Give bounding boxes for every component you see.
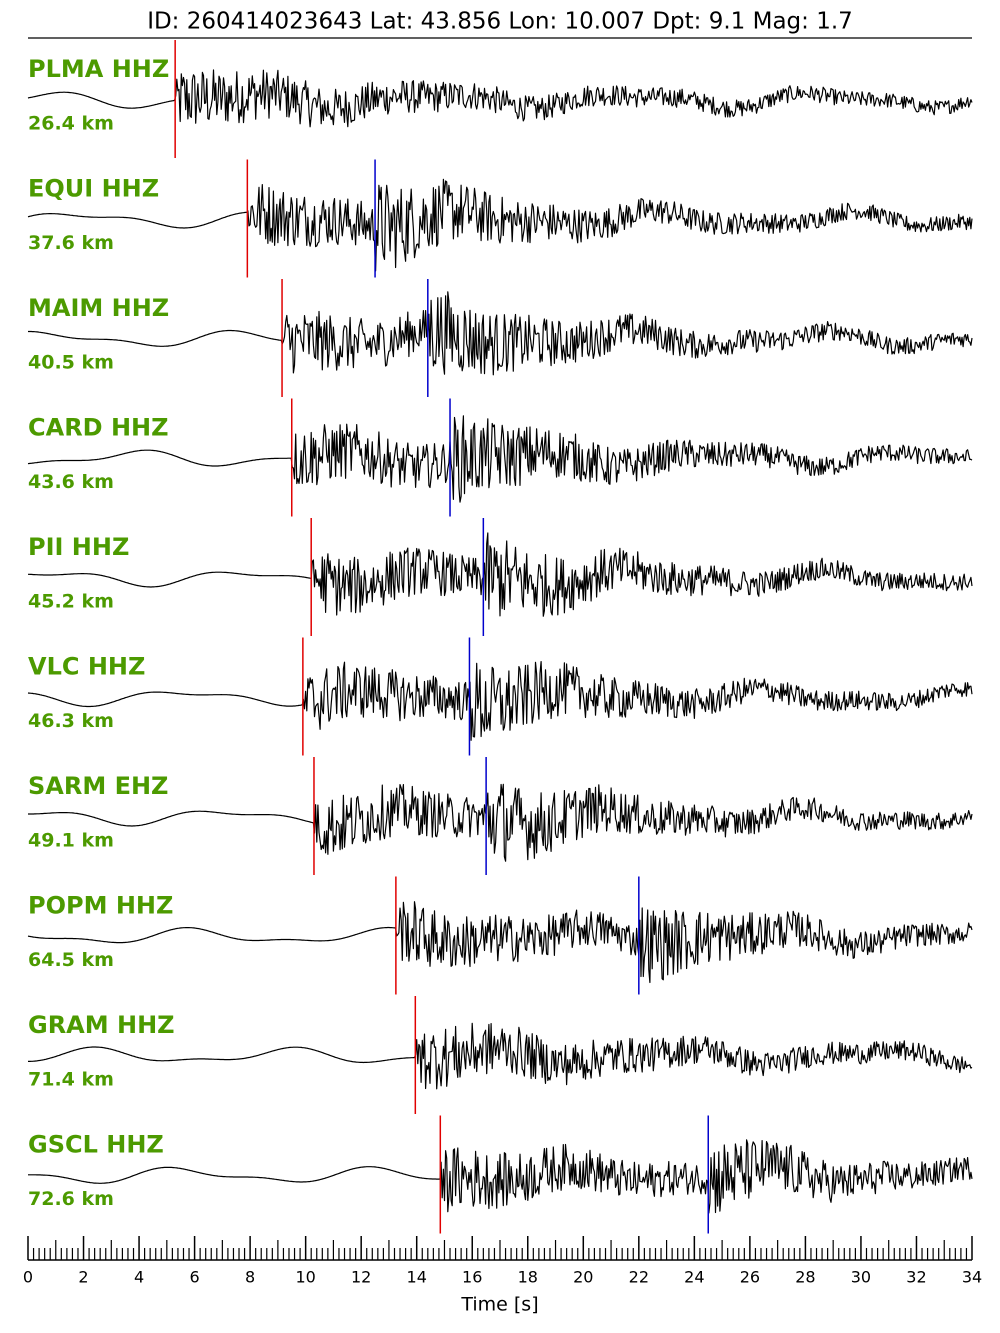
waveform <box>27 178 973 272</box>
distance-label: 37.6 km <box>28 232 114 254</box>
waveform <box>27 415 973 503</box>
station-label: POPM HHZ <box>28 892 173 920</box>
distance-label: 72.6 km <box>28 1188 114 1210</box>
distance-label: 40.5 km <box>28 352 114 374</box>
station-label: PII HHZ <box>28 533 129 561</box>
station-label: VLC HHZ <box>28 653 145 681</box>
distance-label: 71.4 km <box>28 1069 114 1091</box>
station-label: SARM EHZ <box>28 772 168 800</box>
waveform <box>28 1139 973 1214</box>
distance-label: 45.2 km <box>28 591 114 613</box>
x-tick-label: 34 <box>962 1268 982 1287</box>
x-tick-label: 0 <box>23 1268 33 1287</box>
x-tick-label: 24 <box>684 1268 704 1287</box>
x-tick-label: 8 <box>245 1268 255 1287</box>
waveform <box>28 532 973 617</box>
station-label: GSCL HHZ <box>28 1131 164 1159</box>
x-tick-label: 28 <box>795 1268 815 1287</box>
x-tick-label: 6 <box>189 1268 199 1287</box>
distance-label: 46.3 km <box>28 710 114 732</box>
x-tick-label: 18 <box>518 1268 538 1287</box>
x-tick-label: 16 <box>462 1268 482 1287</box>
waveform <box>27 901 973 984</box>
waveform <box>28 291 973 376</box>
waveform <box>28 1022 973 1090</box>
station-label: GRAM HHZ <box>28 1011 175 1039</box>
x-tick-label: 4 <box>134 1268 144 1287</box>
x-tick-label: 26 <box>740 1268 760 1287</box>
x-tick-label: 14 <box>407 1268 427 1287</box>
waveform <box>27 69 973 128</box>
distance-label: 64.5 km <box>28 949 114 971</box>
station-label: CARD HHZ <box>28 414 169 442</box>
station-label: PLMA HHZ <box>28 55 169 83</box>
waveform <box>28 783 973 862</box>
station-label: EQUI HHZ <box>28 175 159 203</box>
station-label: MAIM HHZ <box>28 294 169 322</box>
x-tick-label: 30 <box>851 1268 871 1287</box>
distance-label: 49.1 km <box>28 830 114 852</box>
x-axis-label: Time [s] <box>460 1294 538 1316</box>
distance-label: 43.6 km <box>28 471 114 493</box>
x-tick-label: 10 <box>295 1268 315 1287</box>
x-tick-label: 22 <box>629 1268 649 1287</box>
x-tick-label: 32 <box>906 1268 926 1287</box>
distance-label: 26.4 km <box>28 113 114 135</box>
x-tick-label: 20 <box>573 1268 593 1287</box>
chart-title: ID: 260414023643 Lat: 43.856 Lon: 10.007… <box>147 9 853 35</box>
x-tick-label: 12 <box>351 1268 371 1287</box>
waveform <box>27 661 973 741</box>
x-tick-label: 2 <box>78 1268 88 1287</box>
